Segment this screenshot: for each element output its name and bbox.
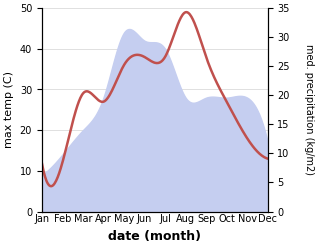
Y-axis label: med. precipitation (kg/m2): med. precipitation (kg/m2)	[304, 44, 314, 175]
X-axis label: date (month): date (month)	[108, 230, 201, 243]
Y-axis label: max temp (C): max temp (C)	[4, 71, 14, 148]
